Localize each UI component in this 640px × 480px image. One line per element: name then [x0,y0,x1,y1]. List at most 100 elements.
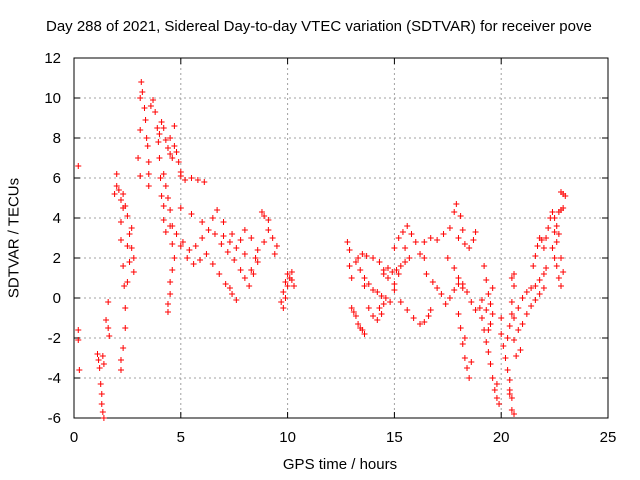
data-point [95,357,102,363]
grid [74,58,608,418]
data-point [201,179,208,185]
data-point [551,255,558,261]
data-point [519,295,526,301]
data-point [344,239,351,245]
data-point [361,331,368,337]
data-point [122,203,129,209]
data-point [231,257,238,263]
data-point [348,305,355,311]
data-point [147,103,154,109]
data-point [412,239,419,245]
data-point [188,211,195,217]
data-point [220,233,227,239]
data-point [175,159,182,165]
data-point [226,285,233,291]
data-point [553,239,560,245]
data-point [179,239,186,245]
data-point [205,227,212,233]
data-point [142,117,149,123]
y-tick-label: -6 [48,410,61,427]
data-point [233,245,240,251]
data-point [254,259,261,265]
data-point [459,341,466,347]
data-point [162,229,169,235]
data-point [99,353,106,359]
data-point [532,253,539,259]
data-point [496,401,503,407]
data-point [164,195,171,201]
axis-ticks: 0 5 10 15 20 25 -6 -4 -2 0 2 4 6 8 10 12 [44,50,616,446]
data-point [440,231,447,237]
data-point [284,271,291,277]
data-point [404,223,411,229]
data-point [122,325,129,331]
data-point [167,279,174,285]
data-point [395,271,402,277]
data-point [121,283,128,289]
data-point [455,275,462,281]
data-point [380,271,387,277]
data-point [75,337,82,343]
data-point [194,177,201,183]
data-point [438,291,445,297]
data-point [97,381,104,387]
data-point [553,263,560,269]
data-point [423,271,430,277]
data-point [130,269,137,275]
data-point [197,257,204,263]
y-tick-label: -2 [48,330,61,347]
data-point [96,365,103,371]
data-point [117,197,124,203]
data-point [94,351,101,357]
data-point [427,235,434,241]
data-point [459,281,466,287]
data-point [145,183,152,189]
data-point [164,145,171,151]
data-point [76,367,83,373]
data-point [355,321,362,327]
y-tick-label: 4 [53,210,61,227]
x-tick-label: 15 [386,429,403,446]
data-point [389,269,396,275]
data-point [421,319,428,325]
data-point [370,313,377,319]
data-point [155,139,162,145]
data-point [517,347,524,353]
y-tick-label: -4 [48,370,61,387]
data-point [169,267,176,273]
data-point [560,205,567,211]
data-point [115,187,122,193]
x-tick-label: 10 [279,429,296,446]
data-point [498,331,505,337]
data-point [446,295,453,301]
data-point [357,267,364,273]
data-point [141,105,148,111]
data-point [145,171,152,177]
data-point [489,311,496,317]
data-point [543,265,550,271]
data-point [461,355,468,361]
data-point [421,255,428,261]
data-point [502,355,509,361]
data-point [164,301,171,307]
data-point [397,263,404,269]
data-point [359,251,366,257]
data-point [169,241,176,247]
data-point [453,201,460,207]
data-point [154,125,161,131]
data-point [103,317,110,323]
data-point [461,241,468,247]
data-points [75,79,569,421]
data-point [391,281,398,287]
data-point [485,327,492,333]
data-point [464,365,471,371]
data-point [549,209,556,215]
data-point [226,239,233,245]
data-point [508,275,515,281]
y-tick-label: 6 [53,170,61,187]
data-point [156,155,163,161]
data-point [562,193,569,199]
data-point [120,191,127,197]
data-point [464,289,471,295]
data-point [455,311,462,317]
